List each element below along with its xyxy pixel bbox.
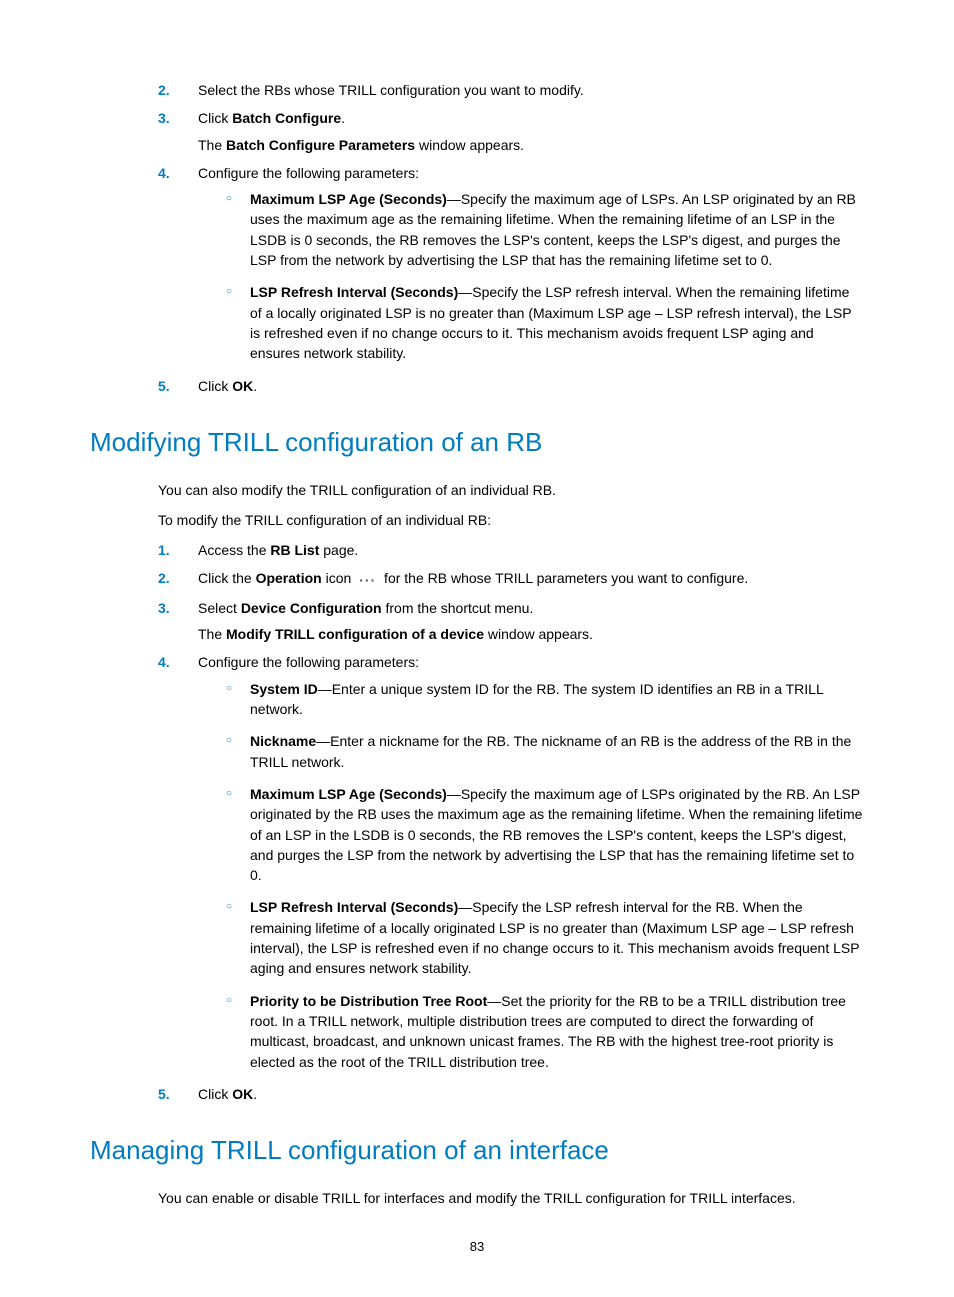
step-item: 5. Click OK.	[158, 376, 864, 396]
steps-modify-rb: 1. Access the RB List page. 2. Click the…	[158, 540, 864, 1104]
parameter-item: Maximum LSP Age (Seconds)—Specify the ma…	[226, 784, 864, 885]
step-number: 4.	[158, 652, 188, 672]
step-subtext: The Modify TRILL configuration of a devi…	[198, 624, 864, 644]
step-item: 3. Select Device Configuration from the …	[158, 598, 864, 645]
step-number: 3.	[158, 108, 188, 128]
parameter-list: Maximum LSP Age (Seconds)—Specify the ma…	[226, 189, 864, 363]
parameter-item: LSP Refresh Interval (Seconds)—Specify t…	[226, 282, 864, 363]
step-text: Select the RBs whose TRILL configuration…	[198, 82, 584, 98]
step-number: 1.	[158, 540, 188, 560]
step-item: 2. Select the RBs whose TRILL configurat…	[158, 80, 864, 100]
steps-batch-configure: 2. Select the RBs whose TRILL configurat…	[158, 80, 864, 396]
section-heading-managing-interface: Managing TRILL configuration of an inter…	[90, 1132, 864, 1170]
intro-paragraph: You can enable or disable TRILL for inte…	[158, 1188, 864, 1208]
step-text: Click OK.	[198, 378, 257, 394]
parameter-item: LSP Refresh Interval (Seconds)—Specify t…	[226, 897, 864, 978]
intro-paragraph: You can also modify the TRILL configurat…	[158, 480, 864, 500]
more-horizontal-icon: ···	[355, 570, 380, 590]
parameter-item: Priority to be Distribution Tree Root—Se…	[226, 991, 864, 1072]
step-number: 2.	[158, 568, 188, 588]
parameter-list: System ID—Enter a unique system ID for t…	[226, 679, 864, 1072]
step-subtext: The Batch Configure Parameters window ap…	[198, 135, 864, 155]
step-number: 5.	[158, 376, 188, 396]
step-item: 5. Click OK.	[158, 1084, 864, 1104]
step-text: Click OK.	[198, 1086, 257, 1102]
step-item: 4. Configure the following parameters: M…	[158, 163, 864, 364]
step-item: 3. Click Batch Configure. The Batch Conf…	[158, 108, 864, 155]
step-number: 4.	[158, 163, 188, 183]
step-text: Configure the following parameters:	[198, 654, 419, 670]
step-text: Click Batch Configure.	[198, 110, 345, 126]
step-text: Configure the following parameters:	[198, 165, 419, 181]
step-number: 2.	[158, 80, 188, 100]
intro-paragraph: To modify the TRILL configuration of an …	[158, 510, 864, 530]
parameter-item: System ID—Enter a unique system ID for t…	[226, 679, 864, 720]
step-item: 4. Configure the following parameters: S…	[158, 652, 864, 1071]
step-item: 1. Access the RB List page.	[158, 540, 864, 560]
parameter-item: Maximum LSP Age (Seconds)—Specify the ma…	[226, 189, 864, 270]
step-item: 2. Click the Operation icon ··· for the …	[158, 568, 864, 589]
step-text: Select Device Configuration from the sho…	[198, 600, 533, 616]
step-number: 3.	[158, 598, 188, 618]
page-number: 83	[90, 1238, 864, 1257]
parameter-item: Nickname—Enter a nickname for the RB. Th…	[226, 731, 864, 772]
section-heading-modify-rb: Modifying TRILL configuration of an RB	[90, 424, 864, 462]
step-number: 5.	[158, 1084, 188, 1104]
step-text: Access the RB List page.	[198, 542, 358, 558]
step-text: Click the Operation icon ··· for the RB …	[198, 570, 748, 586]
